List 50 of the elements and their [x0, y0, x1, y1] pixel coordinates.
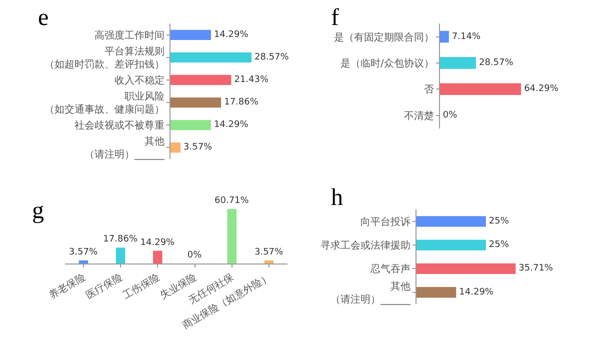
bar [264, 260, 274, 264]
data-label: 14.29% [214, 120, 249, 130]
bar [170, 97, 222, 108]
data-label: 28.57% [254, 52, 290, 62]
bar [78, 260, 88, 264]
y-tick-label: 平台算法规则（如超时罚款、差评扣钱） [44, 45, 164, 70]
bar [170, 74, 232, 86]
data-label: 14.29% [459, 287, 494, 298]
y-tick-label: 寻求工会或法律援助 [320, 240, 410, 252]
data-label: 60.71% [214, 196, 250, 206]
chart-title: e [38, 5, 49, 31]
data-label: 3.57% [68, 247, 98, 258]
bar [116, 248, 126, 264]
data-label: 21.43% [234, 74, 269, 85]
data-label: 28.57% [478, 58, 514, 68]
data-label: 7.14% [452, 32, 481, 42]
y-tick-label: 高强度工作时间 [94, 29, 164, 42]
chart-title: g [32, 198, 44, 224]
y-tick-label: 其他（请注明）______ [330, 280, 412, 306]
data-label: 25% [488, 216, 510, 226]
y-tick-label: 收入不稳定 [114, 74, 164, 86]
bar [227, 209, 237, 264]
y-tick-label: 其他（请注明）______ [84, 136, 166, 161]
data-label: 14.29% [214, 30, 249, 40]
data-label: 3.57% [184, 142, 213, 153]
bar [170, 120, 211, 130]
y-tick-label: 是（有固定期限合同） [334, 31, 434, 44]
data-label: 35.71% [518, 264, 554, 274]
y-tick-label: 否 [424, 84, 434, 96]
bar [170, 30, 211, 40]
y-tick-label: 向平台投诉 [360, 216, 410, 228]
y-tick-label: 社会歧视或不被尊重 [74, 120, 164, 132]
data-label: 0% [187, 250, 202, 261]
y-tick-label: 忍气吞声 [369, 263, 410, 276]
data-label: 64.29% [524, 84, 559, 94]
bar [170, 142, 180, 153]
bar [153, 250, 162, 264]
data-label: 0% [442, 110, 458, 120]
data-label: 14.29% [140, 238, 176, 248]
data-label: 17.86% [224, 98, 259, 108]
data-label: 3.57% [254, 247, 284, 258]
x-tick-label: 工伤保险 [121, 271, 162, 302]
chart-title: f [331, 5, 339, 31]
data-label: 17.86% [103, 234, 138, 245]
bar [170, 52, 252, 63]
y-tick-label: 是（临时/众包协议） [340, 57, 434, 70]
y-tick-label: 职业风险（如交通事故、健康问题） [44, 90, 164, 116]
data-label: 25% [488, 240, 510, 250]
y-tick-label: 不清楚 [404, 110, 434, 122]
chart-title: h [331, 185, 343, 211]
